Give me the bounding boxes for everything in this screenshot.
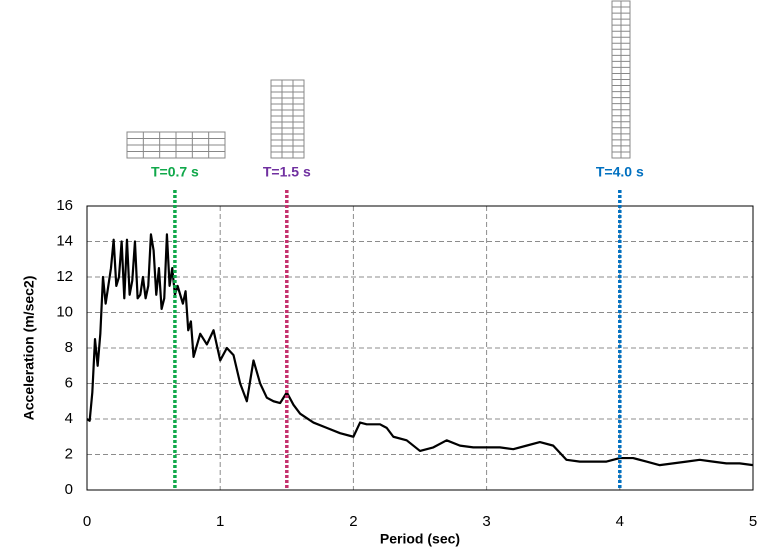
x-tick-label: 0 [83, 513, 91, 530]
x-tick-label: 4 [616, 513, 624, 530]
building-icons [126, 0, 631, 159]
y-tick-label: 12 [56, 268, 73, 285]
y-tick-label: 0 [65, 481, 73, 498]
data-line [86, 233, 754, 467]
y-tick-label: 2 [65, 445, 73, 462]
y-tick-label: 6 [65, 374, 73, 391]
y-tick-label: 10 [56, 303, 73, 320]
plot-frame [86, 205, 754, 491]
x-tick-label: 1 [216, 513, 224, 530]
building [611, 0, 631, 159]
x-tick-label: 2 [349, 513, 357, 530]
x-axis-title: Period (sec) [380, 531, 460, 547]
marker-label: T=4.0 s [596, 164, 644, 180]
x-tick-label: 5 [749, 513, 757, 530]
x-tick-label: 3 [482, 513, 490, 530]
y-tick-label: 16 [56, 197, 73, 214]
marker-label: T=0.7 s [151, 164, 199, 180]
y-axis-title: Acceleration (m/sec2) [21, 276, 37, 421]
marker-label: T=1.5 s [263, 164, 311, 180]
y-tick-label: 4 [65, 410, 73, 427]
building [126, 131, 226, 159]
y-tick-label: 14 [56, 232, 73, 249]
y-tick-label: 8 [65, 339, 73, 356]
building-outline [270, 79, 305, 159]
building [270, 79, 305, 159]
